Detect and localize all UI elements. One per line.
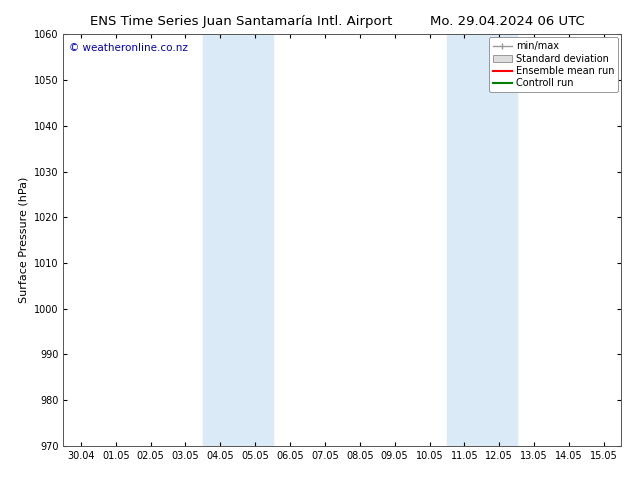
Legend: min/max, Standard deviation, Ensemble mean run, Controll run: min/max, Standard deviation, Ensemble me… bbox=[489, 37, 618, 92]
Text: Mo. 29.04.2024 06 UTC: Mo. 29.04.2024 06 UTC bbox=[430, 15, 585, 28]
Y-axis label: Surface Pressure (hPa): Surface Pressure (hPa) bbox=[18, 177, 29, 303]
Bar bbox=[447, 34, 517, 446]
Text: © weatheronline.co.nz: © weatheronline.co.nz bbox=[69, 43, 188, 52]
Bar bbox=[203, 34, 273, 446]
Text: ENS Time Series Juan Santamaría Intl. Airport: ENS Time Series Juan Santamaría Intl. Ai… bbox=[90, 15, 392, 28]
